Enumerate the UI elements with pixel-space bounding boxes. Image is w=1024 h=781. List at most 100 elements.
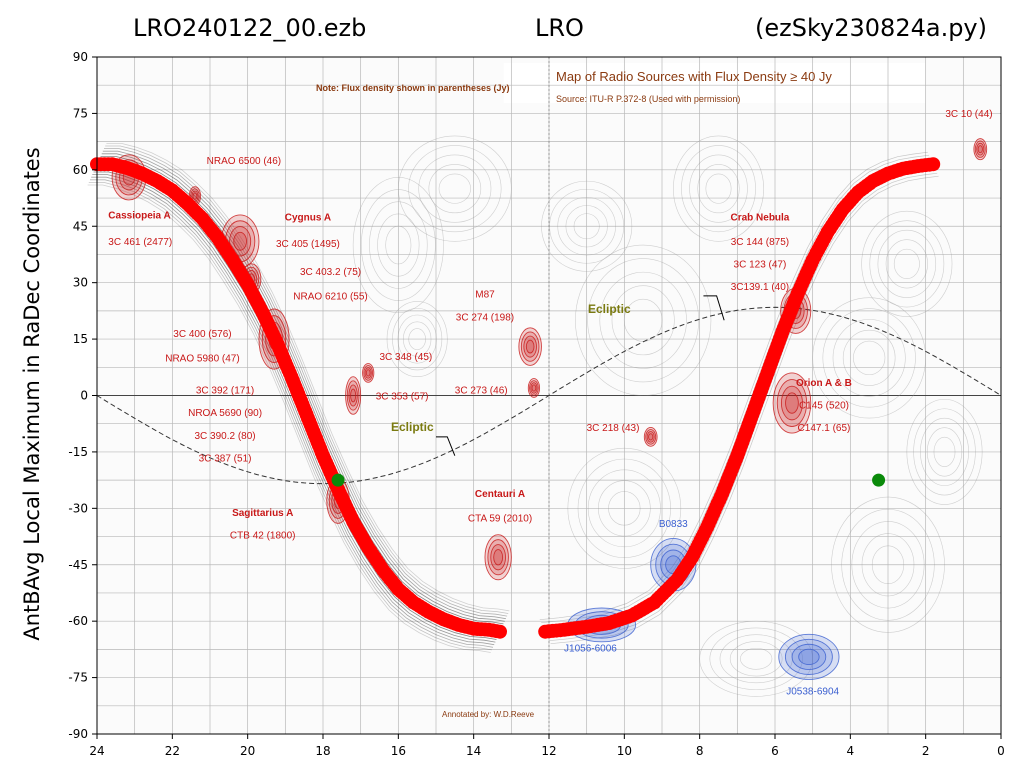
contour-loop: [565, 205, 608, 248]
contour-loop: [360, 189, 436, 301]
contour-loop: [611, 285, 675, 356]
source-label-3c392: 3C 392 (171): [196, 386, 254, 397]
y-tick-label: -30: [68, 501, 88, 515]
x-tick-label: 12: [541, 744, 556, 758]
contour-loop: [699, 620, 813, 697]
radio-source-blob: [531, 384, 537, 392]
contour-loop: [587, 469, 661, 548]
source-label-crab-3c123: 3C 123 (47): [734, 260, 787, 271]
radio-source-blob: [365, 369, 371, 377]
radio-source-blob: [527, 378, 541, 398]
green-marker-series: [331, 473, 886, 487]
y-tick-label: 0: [80, 389, 88, 403]
contour-loop: [428, 164, 482, 214]
source-label-b0833: B0833: [659, 519, 688, 530]
x-tick-label: 22: [165, 744, 180, 758]
contour-loop: [549, 188, 625, 264]
radio-source-blob: [648, 433, 654, 441]
source-label-cassiopeia-name: Cassiopeia A: [108, 211, 170, 222]
radio-source-blob: [350, 388, 357, 403]
radio-source-blob: [785, 392, 799, 414]
y-tick-label: 45: [73, 219, 88, 233]
source-label-m87-flux: 3C 274 (198): [456, 312, 514, 323]
source-label-nrao6500: NRAO 6500 (46): [207, 156, 281, 167]
red-track-series: [90, 157, 941, 639]
y-tick-label: 60: [73, 163, 88, 177]
y-tick-label: 75: [73, 106, 88, 120]
source-label-3c400: 3C 400 (576): [173, 329, 231, 340]
galactic-contour: [539, 151, 928, 621]
contour-loop: [893, 248, 920, 279]
contour-loop: [567, 447, 682, 569]
contour-loop: [913, 408, 976, 496]
chart-title-right: (ezSky230824a.py): [755, 14, 987, 42]
radio-source-blob: [518, 327, 542, 366]
contour-loop: [438, 173, 471, 204]
x-axis-ticks: 24 22 20 18 16 14 12 10 8 6 4 2 0: [89, 734, 1005, 758]
contour-loop: [392, 307, 443, 371]
contour-loop: [681, 145, 756, 233]
chart-title-center: LRO: [535, 14, 584, 42]
ecliptic-label-right: Ecliptic: [588, 302, 631, 316]
source-label-orion-c147: C147.1 (65): [798, 423, 851, 434]
contour-loop: [926, 427, 963, 477]
y-tick-label: -45: [68, 558, 88, 572]
contour-loop: [831, 496, 945, 633]
contour-loop: [541, 180, 633, 272]
source-label-m87-name: M87: [475, 290, 495, 301]
x-tick-label: 14: [466, 744, 481, 758]
source-label-3c218: 3C 218 (43): [587, 423, 640, 434]
contour-loop: [408, 328, 426, 350]
contour-loop: [397, 314, 437, 364]
contour-loop: [573, 213, 600, 240]
contour-loop: [841, 508, 935, 621]
source-label-3c403: 3C 403.2 (75): [300, 267, 361, 278]
radio-source-blob: [791, 643, 827, 670]
contour-loop: [403, 321, 432, 357]
contour-loop: [906, 398, 983, 505]
galactic-contour: [106, 143, 510, 612]
contour-loop: [853, 340, 886, 376]
contour-loop: [598, 480, 651, 537]
radio-source-blob: [523, 335, 537, 358]
radio-source-blob: [345, 376, 362, 415]
contour-loop: [822, 308, 916, 408]
galactic-contour: [91, 176, 495, 646]
x-tick-label: 2: [922, 744, 930, 758]
source-label-centauri-name: Centauri A: [475, 489, 525, 500]
contour-loop: [587, 258, 700, 383]
radio-source-blob: [490, 544, 506, 571]
contour-loop: [705, 173, 732, 204]
source-label-3c353: 3C 353 (57): [376, 391, 429, 402]
contour-loop: [398, 135, 512, 242]
contour-loop: [920, 417, 969, 486]
y-tick-label: 15: [73, 332, 88, 346]
map-annotations: Note: Flux density shown in parentheses …: [316, 69, 832, 719]
y-tick-label: -90: [68, 727, 88, 741]
contour-loop: [608, 491, 641, 526]
ecliptic-pointer: [436, 436, 456, 456]
contour-loop: [812, 297, 926, 419]
map-source: Source: ITU-R P.372-8 (Used with permiss…: [556, 94, 740, 104]
y-tick-label: -15: [68, 445, 88, 459]
contour-loop: [386, 301, 448, 377]
marker-point: [331, 473, 345, 487]
galactic-contour: [550, 175, 939, 645]
source-label-cygnus-name: Cygnus A: [285, 213, 331, 224]
ecliptic-line: [96, 306, 1002, 485]
contour-loop: [697, 164, 740, 214]
contour-loop: [729, 641, 783, 677]
contour-loop: [740, 647, 773, 670]
x-tick-label: 24: [89, 744, 104, 758]
galactic-contour: [90, 179, 494, 648]
track-point: [926, 157, 941, 172]
ecliptic-label-left: Ecliptic: [391, 420, 434, 434]
contour-loop: [352, 177, 444, 314]
source-label-cygnus-flux: 3C 405 (1495): [276, 239, 340, 250]
contour-loop: [369, 201, 428, 289]
map-title-box: [503, 63, 926, 103]
chart-title-left: LRO240122_00.ezb: [133, 14, 367, 42]
source-label-sagittarius-name: Sagittarius A: [232, 508, 293, 519]
marker-point: [872, 473, 886, 487]
